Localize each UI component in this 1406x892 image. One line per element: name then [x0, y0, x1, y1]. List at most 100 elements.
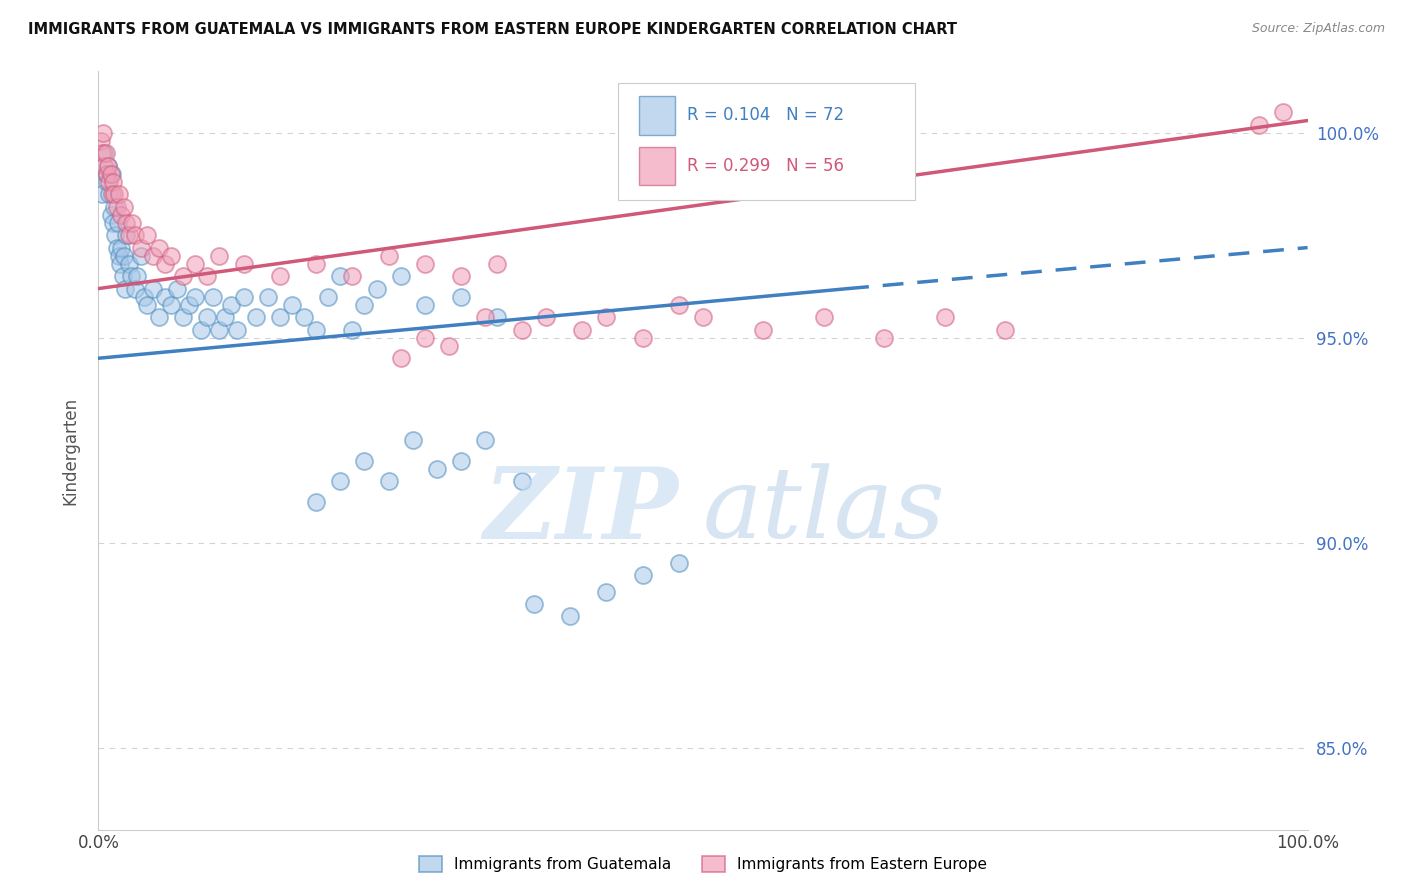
Point: [305, 322, 328, 336]
Text: IMMIGRANTS FROM GUATEMALA VS IMMIGRANTS FROM EASTERN EUROPE KINDERGARTEN CORRELA: IMMIGRANTS FROM GUATEMALA VS IMMIGRANTS …: [28, 22, 957, 37]
Point: [112, 249, 135, 263]
Point: [124, 228, 146, 243]
Point: [595, 310, 617, 325]
Point: [450, 269, 472, 284]
Point: [474, 310, 496, 325]
Point: [389, 351, 412, 366]
Point: [97, 159, 120, 173]
Point: [342, 269, 364, 284]
Point: [366, 282, 388, 296]
Point: [93, 159, 115, 173]
Point: [172, 310, 194, 325]
Point: [413, 257, 436, 271]
Point: [195, 269, 218, 284]
Point: [160, 249, 183, 263]
Point: [994, 322, 1017, 336]
Point: [134, 290, 156, 304]
Point: [172, 269, 194, 284]
Point: [668, 298, 690, 312]
Point: [103, 200, 125, 214]
Point: [100, 167, 122, 181]
Point: [111, 269, 134, 284]
Text: Source: ZipAtlas.com: Source: ZipAtlas.com: [1251, 22, 1385, 36]
Point: [329, 474, 352, 488]
Text: ZIP: ZIP: [484, 463, 679, 559]
Point: [100, 208, 122, 222]
Point: [202, 290, 225, 304]
Point: [108, 249, 131, 263]
Point: [426, 462, 449, 476]
Point: [142, 282, 165, 296]
Point: [510, 322, 533, 336]
Point: [100, 187, 122, 202]
Point: [558, 609, 581, 624]
Point: [94, 167, 117, 181]
Point: [118, 257, 141, 271]
FancyBboxPatch shape: [619, 83, 915, 201]
Point: [486, 310, 509, 325]
Point: [129, 241, 152, 255]
Point: [110, 208, 132, 222]
Point: [221, 298, 243, 312]
Point: [91, 146, 114, 161]
Point: [184, 290, 207, 304]
Point: [245, 310, 267, 325]
Point: [124, 282, 146, 296]
Point: [692, 310, 714, 325]
Point: [813, 310, 835, 325]
Point: [100, 167, 122, 181]
Point: [118, 228, 141, 243]
Point: [112, 200, 135, 214]
Point: [353, 298, 375, 312]
Point: [631, 568, 654, 582]
Point: [934, 310, 956, 325]
Point: [121, 216, 143, 230]
Point: [101, 175, 124, 189]
Point: [269, 269, 291, 284]
Point: [97, 159, 120, 173]
Point: [226, 322, 249, 336]
Point: [450, 290, 472, 304]
Point: [148, 310, 170, 325]
Point: [571, 322, 593, 336]
Y-axis label: Kindergarten: Kindergarten: [62, 396, 80, 505]
Point: [148, 241, 170, 255]
Point: [269, 310, 291, 325]
Point: [631, 331, 654, 345]
Point: [1249, 118, 1271, 132]
Point: [91, 126, 114, 140]
Point: [195, 310, 218, 325]
Point: [523, 597, 546, 611]
Point: [208, 249, 231, 263]
Point: [486, 257, 509, 271]
Text: R = 0.104   N = 72: R = 0.104 N = 72: [688, 106, 845, 124]
Point: [91, 187, 114, 202]
Point: [135, 228, 157, 243]
Point: [281, 298, 304, 312]
Point: [1272, 105, 1295, 120]
Point: [114, 282, 136, 296]
Point: [316, 290, 339, 304]
Bar: [638, 147, 675, 186]
Point: [179, 298, 201, 312]
Point: [389, 269, 412, 284]
Point: [96, 167, 118, 181]
Point: [108, 187, 131, 202]
Point: [377, 474, 399, 488]
Point: [437, 339, 460, 353]
Point: [377, 249, 399, 263]
Point: [104, 228, 127, 243]
Point: [120, 269, 142, 284]
Point: [413, 331, 436, 345]
Point: [353, 453, 375, 467]
Point: [402, 434, 425, 448]
Point: [108, 257, 131, 271]
Point: [127, 269, 149, 284]
Text: R = 0.299   N = 56: R = 0.299 N = 56: [688, 157, 844, 175]
Point: [98, 175, 121, 189]
Point: [105, 200, 128, 214]
Point: [329, 269, 352, 284]
Point: [160, 298, 183, 312]
Point: [98, 187, 121, 202]
Point: [184, 257, 207, 271]
